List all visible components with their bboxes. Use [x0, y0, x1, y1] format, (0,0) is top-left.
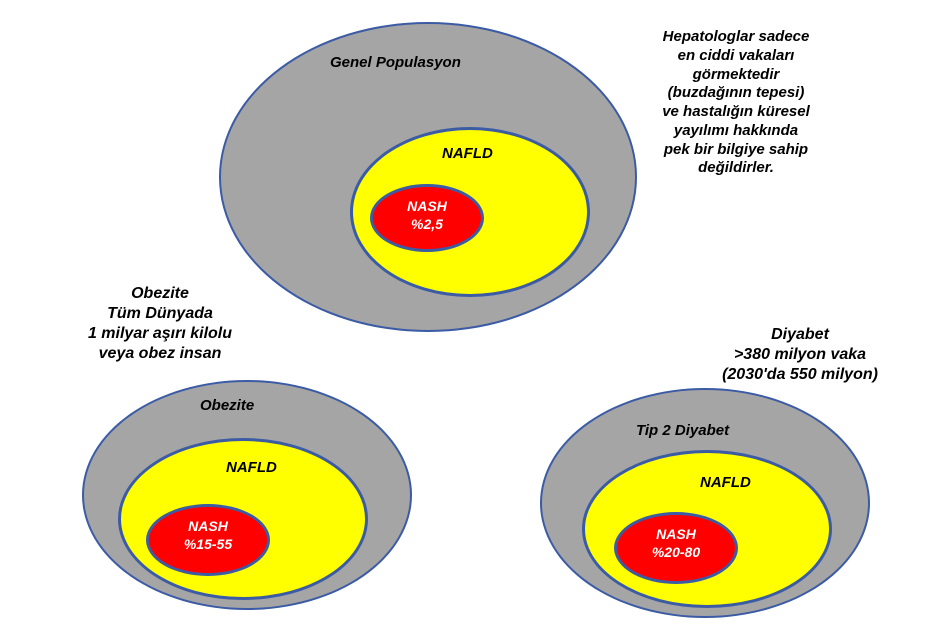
left-caption: Obezite Tüm Dünyada 1 milyar aşırı kilol…: [30, 284, 290, 364]
right-inner-label: NASH %20-80: [620, 526, 732, 561]
left-inner-label: NASH %15-55: [152, 518, 264, 553]
top-inner-label: NASH %2,5: [377, 198, 477, 233]
hepatologist-note: Hepatologlar sadece en ciddi vakaları gö…: [586, 28, 886, 178]
right-caption: Diyabet >380 milyon vaka (2030'da 550 mi…: [680, 325, 920, 385]
left-mid-label: NAFLD: [226, 459, 277, 478]
top-outer-label: Genel Populasyon: [330, 54, 461, 73]
right-mid-label: NAFLD: [700, 474, 751, 493]
left-outer-label: Obezite: [200, 397, 254, 416]
top-mid-label: NAFLD: [442, 145, 493, 164]
diagram-canvas: Genel Populasyon NAFLD NASH %2,5 Obezite…: [0, 0, 932, 641]
right-outer-label: Tip 2 Diyabet: [636, 422, 729, 441]
